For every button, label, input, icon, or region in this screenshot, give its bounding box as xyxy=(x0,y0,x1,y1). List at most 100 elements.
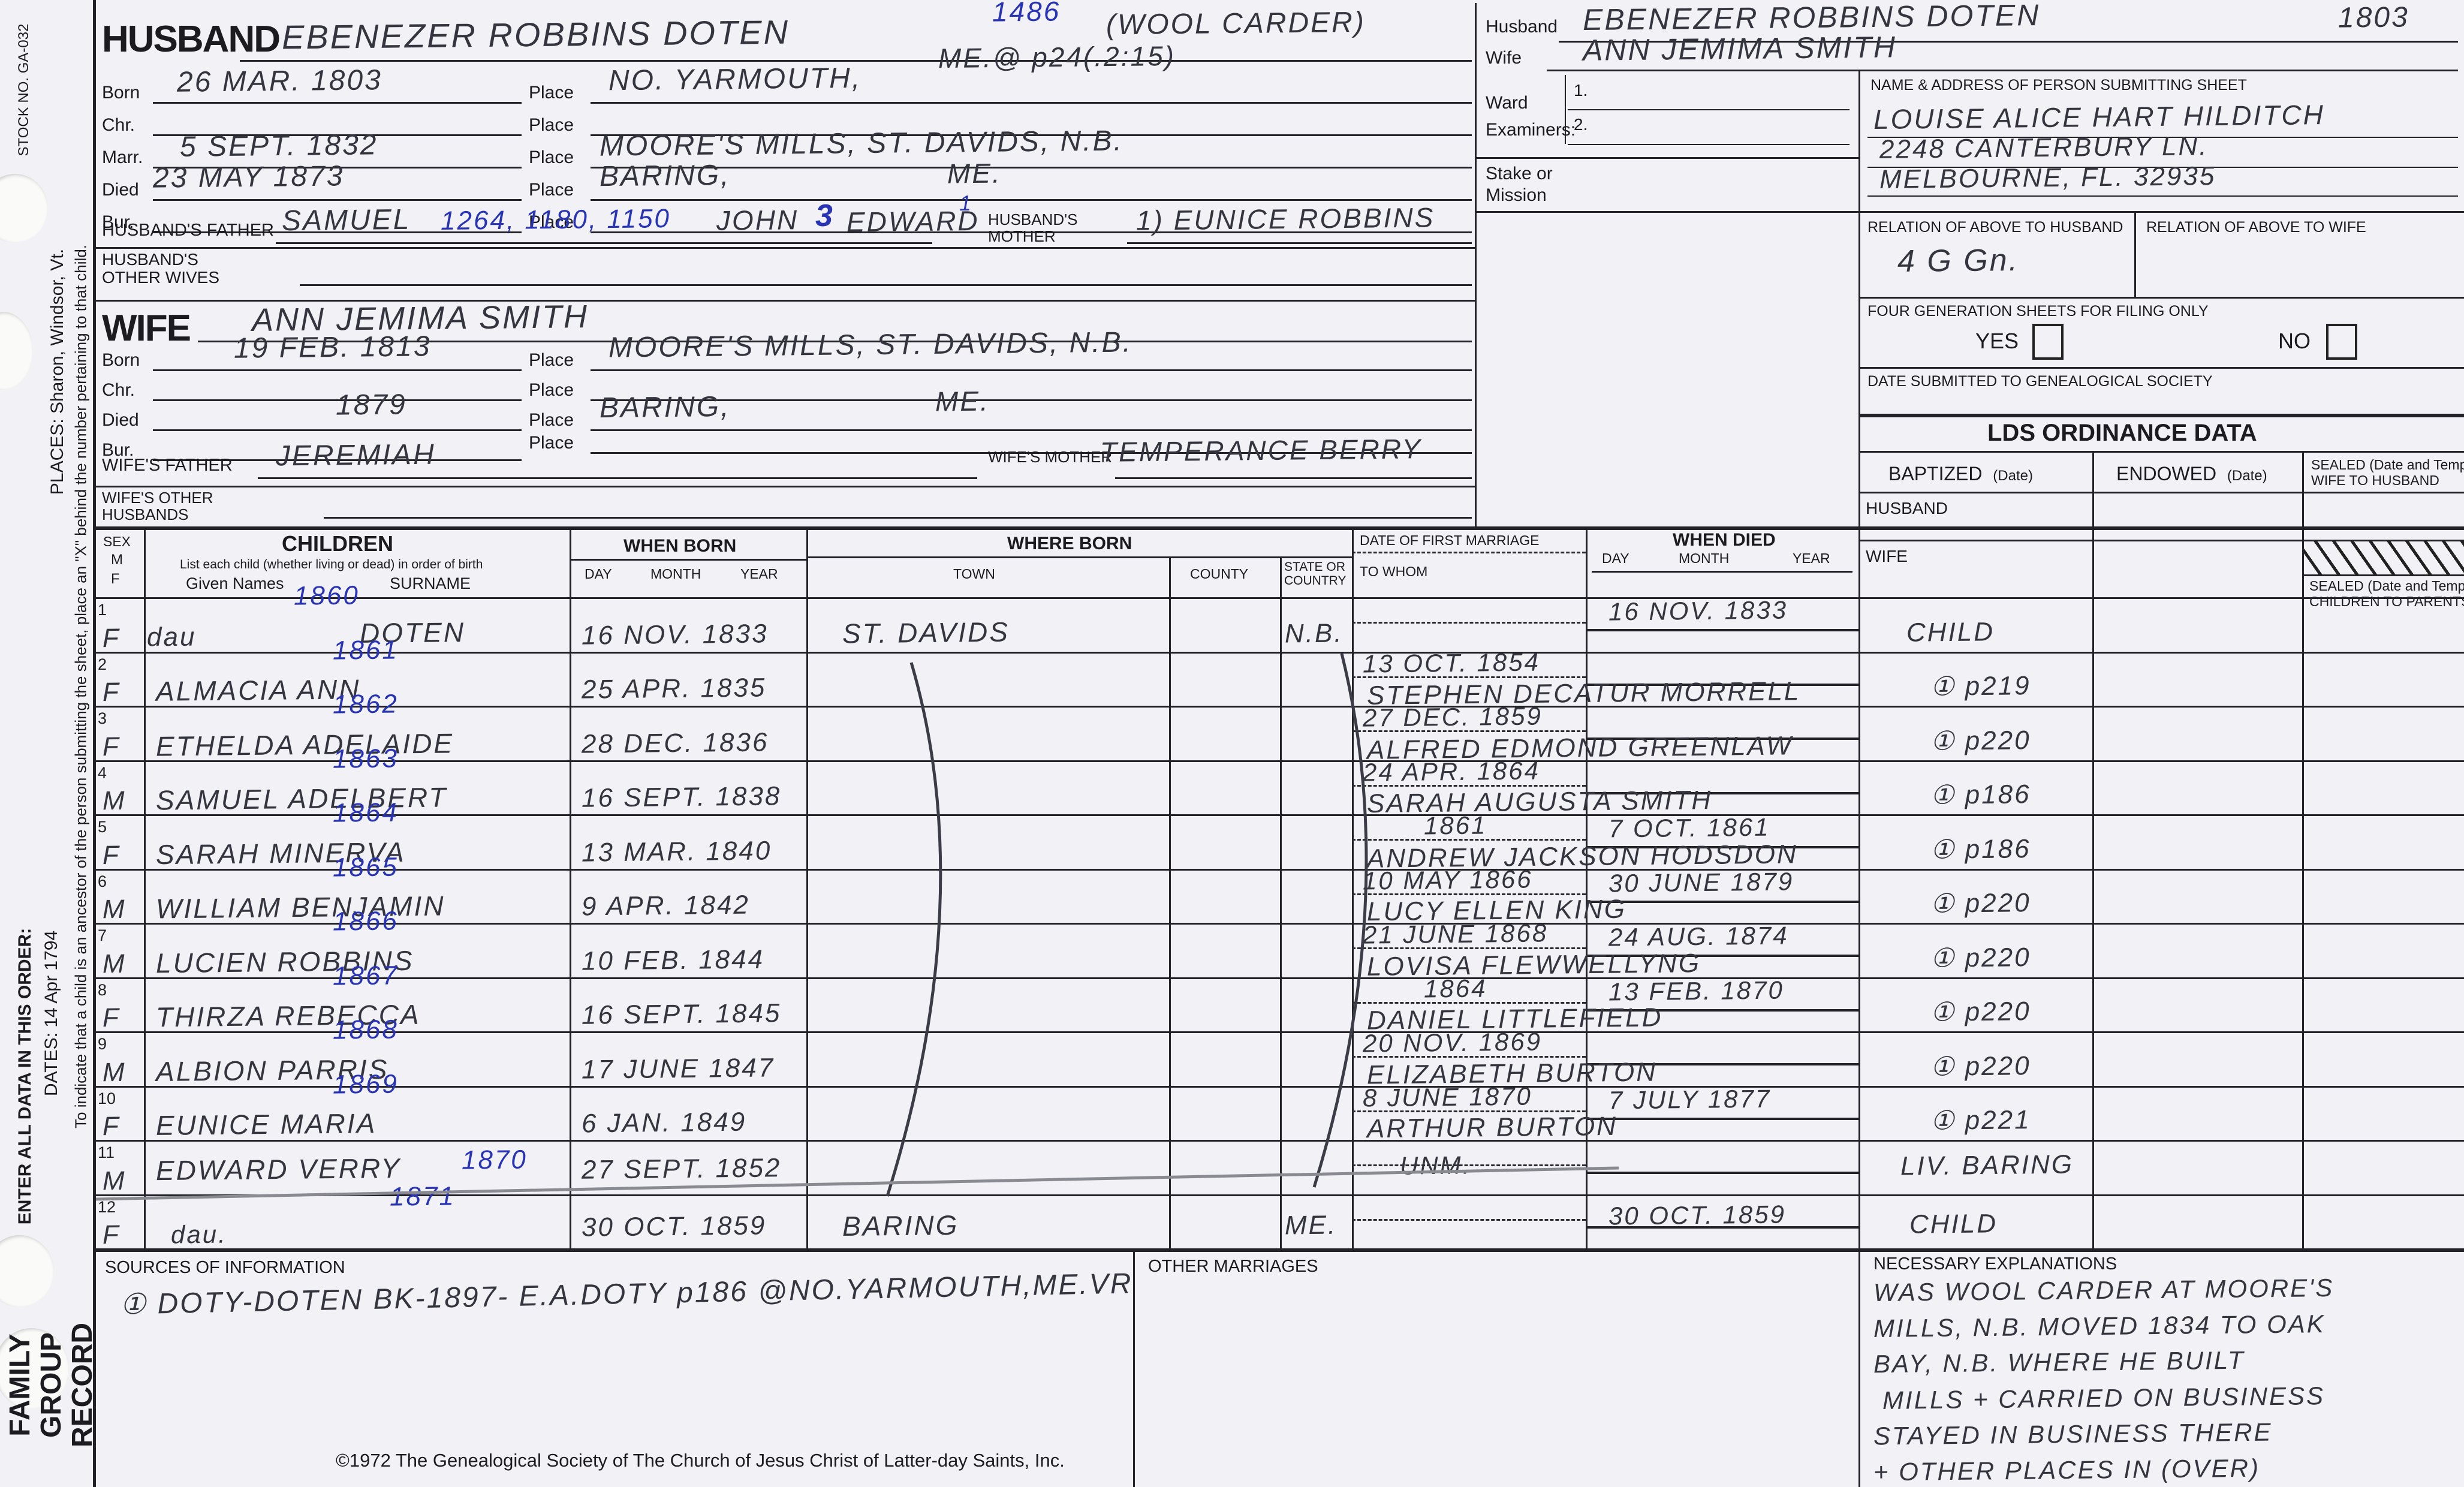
husband-father-name2: JOHN xyxy=(716,204,799,236)
wife-section-label: WIFE xyxy=(102,308,191,349)
marriage-dash-rule xyxy=(1352,784,1586,787)
child-sex: F xyxy=(102,1220,121,1250)
child-born-date: 30 OCT. 1859 xyxy=(581,1211,767,1242)
marriage-dash-rule xyxy=(1352,1001,1586,1004)
child-ordinance-note: ① p219 xyxy=(1930,671,2031,702)
examiner-1-label: 1. xyxy=(1574,81,1588,100)
child-year-annotation: 1868 xyxy=(332,1015,399,1045)
field-rule xyxy=(198,341,1472,342)
child-year-annotation: 1865 xyxy=(332,851,399,883)
field-rule xyxy=(1867,195,2458,197)
child-born-state: N.B. xyxy=(1284,618,1344,649)
child-sex: M xyxy=(102,894,126,925)
margin-rule xyxy=(93,0,96,1487)
died-month-header: MONTH xyxy=(1679,550,1730,566)
field-rule xyxy=(276,242,932,244)
child-number: 5 xyxy=(98,818,107,836)
marriage-dash-rule xyxy=(1352,1218,1586,1221)
child-sex: M xyxy=(102,785,126,816)
child-born-date: 28 DEC. 1836 xyxy=(581,727,769,759)
submitter-street: 2248 CANTERBURY LN. xyxy=(1879,131,2209,164)
marriage-dash-rule xyxy=(1352,1110,1586,1112)
lds-wife-row-label: WIFE xyxy=(1866,547,1908,565)
wife-bur-label: Bur. xyxy=(102,440,134,460)
place-label: Place xyxy=(529,212,574,232)
baptized-date-label: (Date) xyxy=(1993,468,2033,484)
child-born-date: 27 SEPT. 1852 xyxy=(581,1152,782,1185)
other-marriages-label: OTHER MARRIAGES xyxy=(1148,1257,1318,1276)
lds-column-rule xyxy=(2092,451,2094,1248)
died-sub-rule xyxy=(1586,738,1858,740)
husband-other-wives-label-2: OTHER WIVES xyxy=(102,268,220,287)
explanation-line: + OTHER PLACES IN (OVER) xyxy=(1873,1453,2261,1486)
hole-punch xyxy=(0,1328,69,1409)
wife-other-husbands-label-1: WIFE'S OTHER xyxy=(102,489,213,507)
examiners-label: Examiners: xyxy=(1486,120,1576,140)
places-note: PLACES: Sharon, Windsor, Vt. xyxy=(47,248,67,495)
box-rule xyxy=(1475,157,1858,159)
child-died-date: 7 JULY 1877 xyxy=(1608,1084,1772,1114)
husband-other-wives-label-1: HUSBAND'S xyxy=(102,250,198,269)
child-died-date: 30 JUNE 1879 xyxy=(1608,866,1794,898)
summary-husband-year: 1803 xyxy=(2338,1,2410,34)
child-marriage-date: UNM. xyxy=(1399,1151,1472,1180)
child-born-date: 10 FEB. 1844 xyxy=(581,944,765,976)
dates-note: DATES: 14 Apr 1794 xyxy=(41,930,61,1097)
wife-father-value: JEREMIAH xyxy=(275,438,436,472)
husband-died-place: BARING, xyxy=(599,159,731,193)
wife-born-place: MOORE'S MILLS, ST. DAVIDS, N.B. xyxy=(608,326,1133,364)
child-died-date: 13 FEB. 1870 xyxy=(1608,975,1785,1006)
child-year-annotation: 1861 xyxy=(332,634,399,666)
lds-column-rule xyxy=(2302,451,2304,1248)
husband-mother-value: 1) EUNICE ROBBINS xyxy=(1135,201,1435,236)
county-header: COUNTY xyxy=(1190,566,1249,582)
child-marriage-date: 20 NOV. 1869 xyxy=(1362,1027,1543,1058)
field-rule xyxy=(1559,41,2458,43)
husband-bur-label: Bur. xyxy=(102,212,134,232)
husband-father-numbers: 1264, 1180, 1150 xyxy=(440,203,671,236)
header-rule xyxy=(1592,571,1852,573)
child-number: 2 xyxy=(98,655,107,673)
child-ordinance-note: ① p220 xyxy=(1930,1050,2031,1082)
sex-m-header: M xyxy=(111,552,123,568)
sources-label: SOURCES OF INFORMATION xyxy=(105,1258,345,1277)
child-number: 11 xyxy=(98,1143,115,1161)
field-rule xyxy=(591,231,1472,233)
yes-checkbox[interactable] xyxy=(2032,324,2064,360)
form-title-line: GROUP xyxy=(35,1332,67,1438)
husband-born-place: NO. YARMOUTH, xyxy=(608,62,862,97)
baptized-column-label: BAPTIZED (Date) xyxy=(1888,463,2033,485)
field-rule xyxy=(1867,167,2458,168)
order-note: ENTER ALL DATA IN THIS ORDER: xyxy=(15,928,35,1225)
field-rule xyxy=(591,134,1472,136)
given-names-header: Given Names xyxy=(186,574,284,592)
explanation-line: BAY, N.B. WHERE HE BUILT xyxy=(1873,1345,2245,1378)
wife-mother-label: WIFE'S MOTHER xyxy=(988,448,1113,466)
died-day-header: DAY xyxy=(1602,550,1629,566)
field-rule xyxy=(591,399,1472,401)
submitter-label: NAME & ADDRESS OF PERSON SUBMITTING SHEE… xyxy=(1870,77,2247,94)
child-born-date: 16 NOV. 1833 xyxy=(581,618,769,651)
died-sub-rule xyxy=(1586,846,1858,848)
endowed-date-label: (Date) xyxy=(2227,468,2267,484)
child-sex: M xyxy=(102,949,126,979)
field-rule xyxy=(153,231,522,233)
when-died-header: WHEN DIED xyxy=(1673,530,1776,550)
table-bottom-rule xyxy=(93,1248,2464,1252)
husband-mother-label-1: HUSBAND'S xyxy=(988,210,1078,228)
husband-name-value: EBENEZER ROBBINS DOTEN xyxy=(281,13,790,56)
child-given-name: EUNICE MARIA xyxy=(155,1107,377,1141)
field-rule xyxy=(324,517,1472,519)
died-sub-rule xyxy=(1586,1172,1858,1174)
child-row: 8 F 1867 THIRZA REBECCA 16 SEPT. 1845 18… xyxy=(93,961,2464,1036)
child-sex: F xyxy=(102,623,121,653)
field-rule xyxy=(1867,137,2458,138)
child-number: 1 xyxy=(98,601,107,619)
died-sub-rule xyxy=(1586,1009,1858,1012)
sex-header: SEX xyxy=(103,534,131,549)
child-row: 3 F 1862 ETHELDA ADELAIDE 28 DEC. 1836 2… xyxy=(93,689,2464,764)
child-died-date: 16 NOV. 1833 xyxy=(1608,595,1788,626)
no-checkbox[interactable] xyxy=(2326,324,2357,360)
month-header: MONTH xyxy=(650,566,701,582)
hatched-area xyxy=(2304,541,2464,574)
